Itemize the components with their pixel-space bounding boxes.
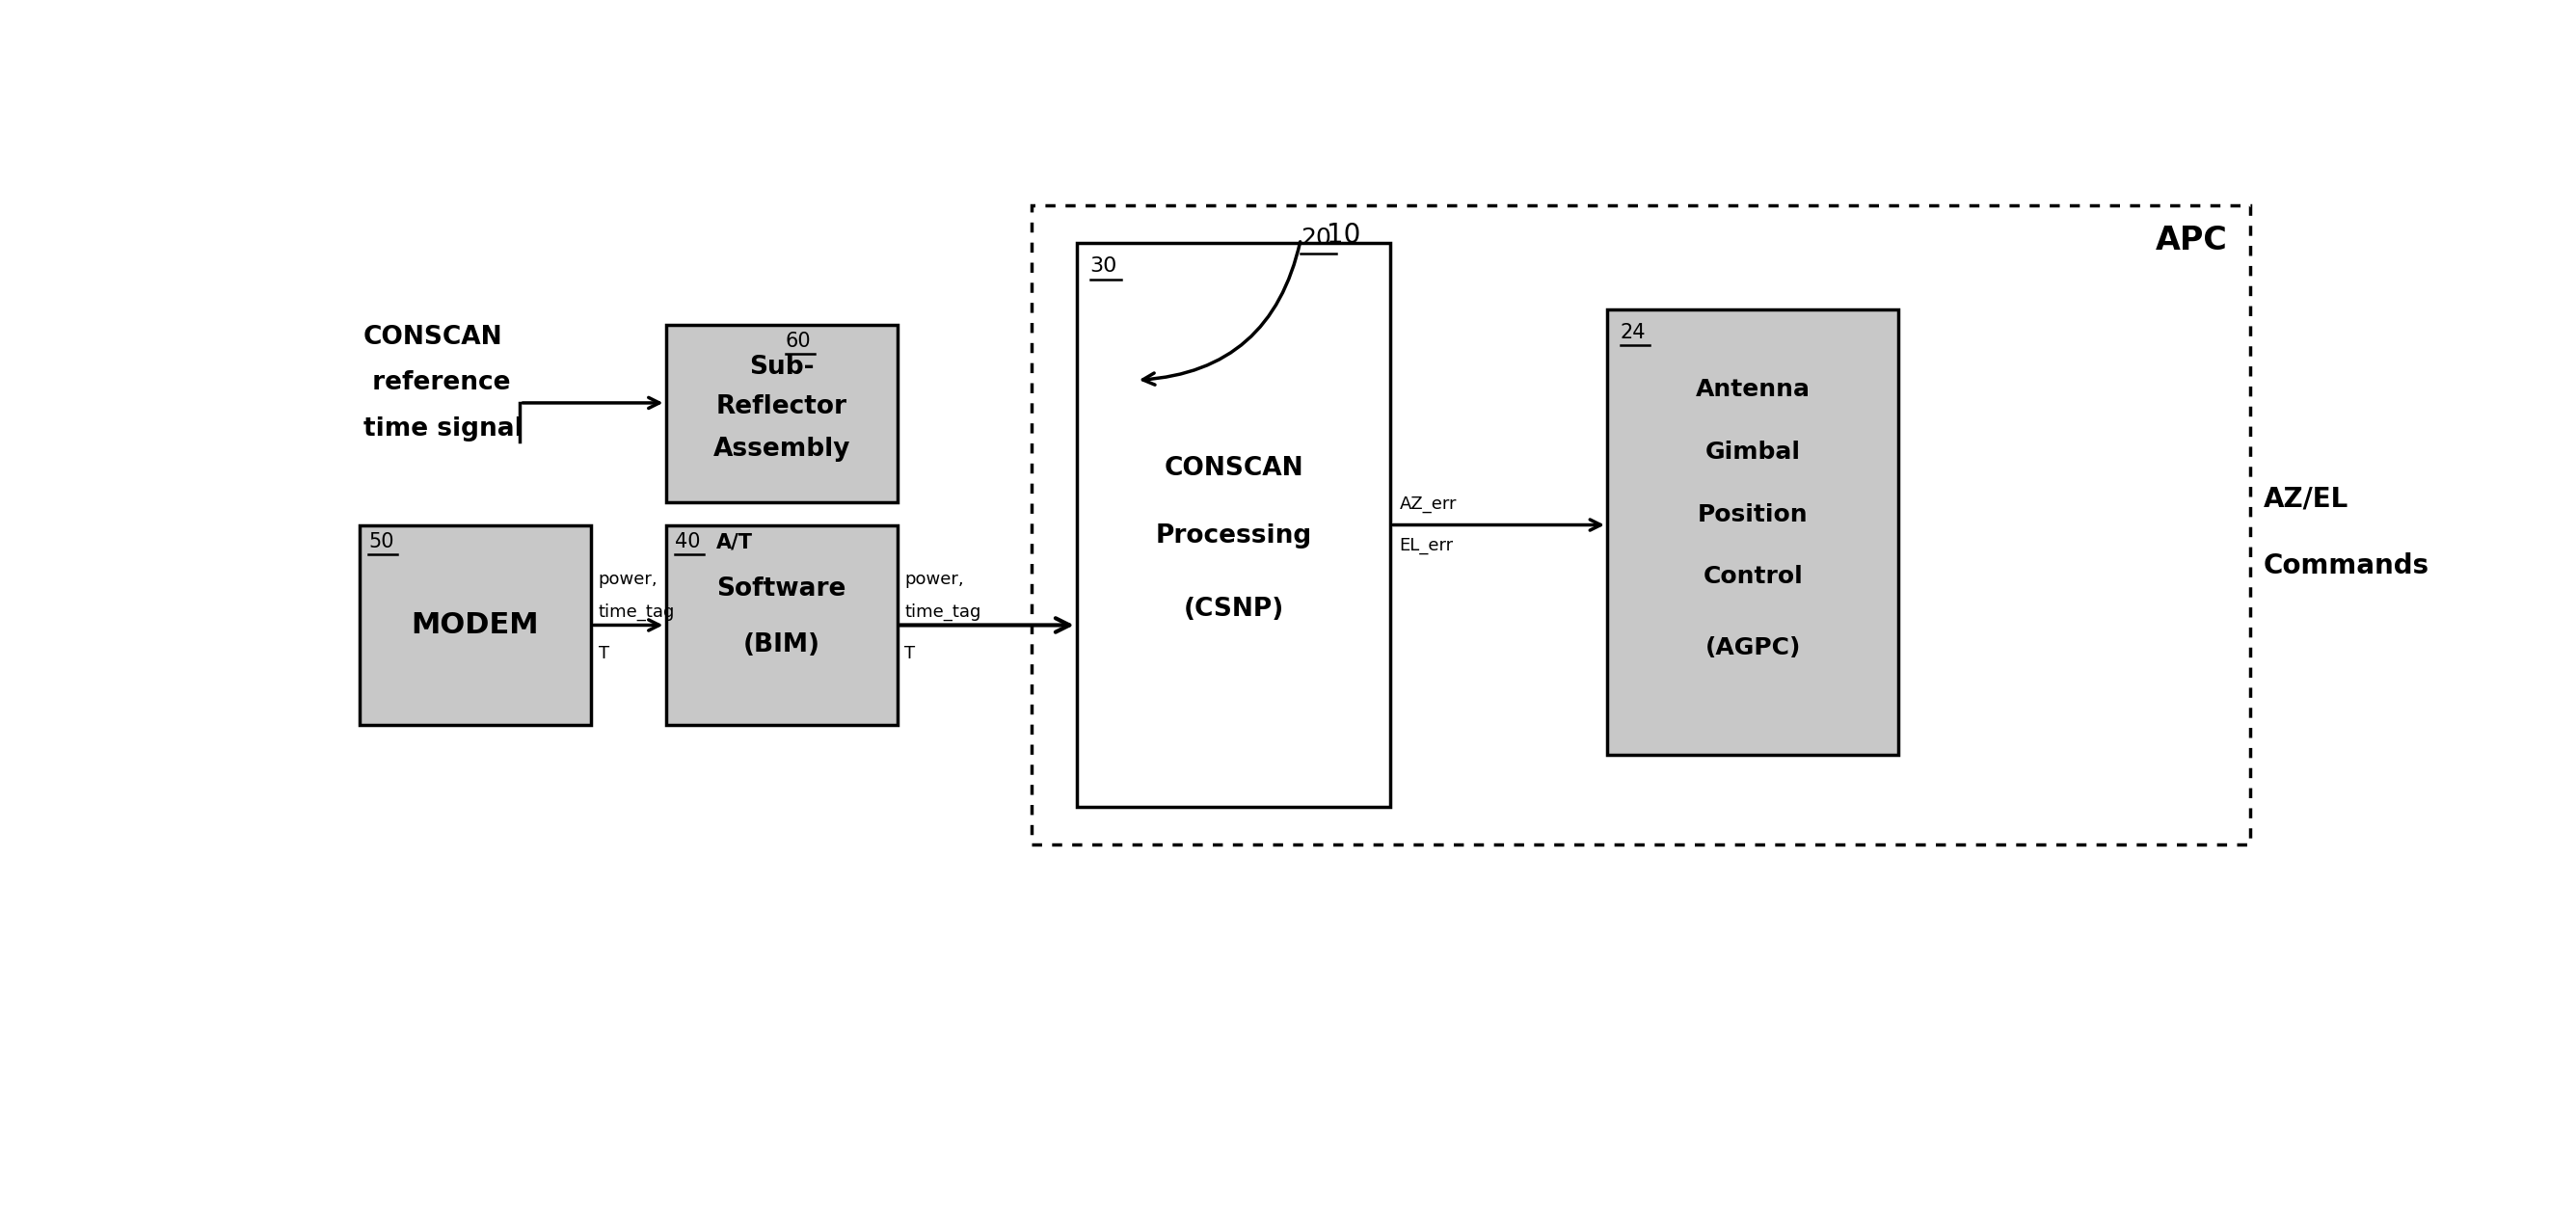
Text: 10: 10: [1327, 222, 1360, 249]
FancyBboxPatch shape: [665, 324, 896, 503]
Text: time_tag: time_tag: [598, 602, 675, 621]
Text: 40: 40: [675, 532, 701, 552]
Text: power,: power,: [598, 570, 657, 588]
Text: MODEM: MODEM: [412, 611, 538, 639]
Text: T: T: [904, 644, 914, 662]
Text: CONSCAN: CONSCAN: [1164, 456, 1303, 480]
Text: T: T: [598, 644, 608, 662]
Text: (BIM): (BIM): [742, 633, 819, 658]
FancyBboxPatch shape: [1607, 309, 1899, 755]
Text: Processing: Processing: [1154, 524, 1311, 548]
Text: EL_err: EL_err: [1399, 537, 1453, 554]
Text: 60: 60: [786, 331, 811, 351]
FancyBboxPatch shape: [1033, 206, 2249, 844]
Text: 30: 30: [1090, 256, 1118, 276]
Text: Control: Control: [1703, 565, 1803, 589]
Text: Software: Software: [716, 577, 848, 601]
Text: Position: Position: [1698, 503, 1808, 526]
Text: CONSCAN: CONSCAN: [363, 324, 502, 350]
Text: Sub-: Sub-: [750, 355, 814, 379]
Text: reference: reference: [363, 371, 510, 395]
Text: time signal: time signal: [363, 416, 523, 441]
Text: time_tag: time_tag: [904, 602, 981, 621]
Text: 24: 24: [1620, 323, 1646, 342]
Text: Reflector: Reflector: [716, 394, 848, 419]
FancyBboxPatch shape: [665, 525, 896, 726]
Text: power,: power,: [904, 570, 963, 588]
Text: Antenna: Antenna: [1695, 378, 1811, 402]
Text: AZ_err: AZ_err: [1399, 495, 1458, 513]
Text: A/T: A/T: [716, 532, 752, 552]
Text: Assembly: Assembly: [714, 436, 850, 462]
Text: Gimbal: Gimbal: [1705, 441, 1801, 463]
FancyBboxPatch shape: [1077, 243, 1391, 807]
Text: APC: APC: [2156, 224, 2228, 256]
Text: (CSNP): (CSNP): [1182, 598, 1283, 622]
Text: 50: 50: [368, 532, 394, 552]
Text: 20: 20: [1301, 227, 1332, 250]
Text: (AGPC): (AGPC): [1705, 637, 1801, 659]
Text: AZ/EL: AZ/EL: [2264, 485, 2349, 513]
Text: Commands: Commands: [2264, 552, 2429, 579]
FancyBboxPatch shape: [361, 525, 590, 726]
